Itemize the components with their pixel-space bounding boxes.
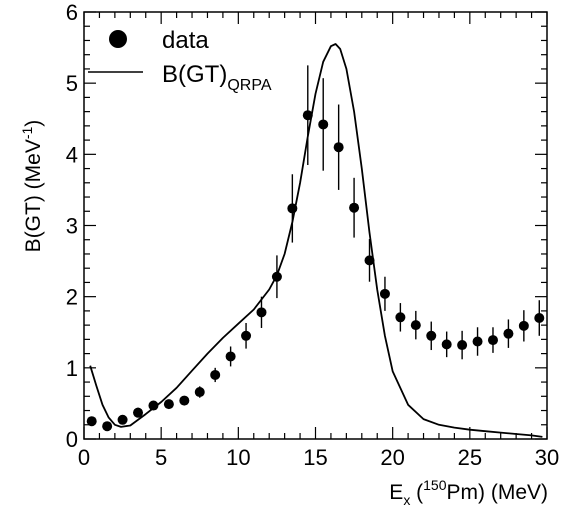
x-axis-title-base: E [389, 481, 403, 504]
data-point [102, 421, 113, 432]
axis-ticks [83, 11, 548, 440]
qrpa-curve-line [89, 43, 543, 438]
data-point [426, 330, 437, 341]
x-tick-label: 10 [226, 445, 250, 470]
data-point [472, 336, 483, 347]
y-tick-label: 4 [66, 142, 78, 167]
data-point [256, 307, 267, 318]
legend-qrpa-label-main: B(GT) [162, 61, 227, 88]
y-axis-title-sup: -1 [19, 126, 35, 139]
y-tick-label: 3 [66, 214, 78, 239]
data-point [241, 330, 252, 341]
data-point [333, 142, 344, 153]
data-point [148, 400, 159, 411]
x-axis-title-base-sub: x [403, 492, 410, 508]
legend-qrpa-label-sub: QRPA [227, 77, 271, 94]
data-point [487, 335, 498, 346]
y-axis-title-close: ) [22, 120, 45, 127]
qrpa-curve-group [89, 43, 543, 438]
x-tick-label: 25 [458, 445, 482, 470]
legend-data-marker [109, 30, 127, 48]
y-tick-label: 5 [66, 71, 78, 96]
x-tick-label: 15 [303, 445, 327, 470]
data-point [271, 271, 282, 282]
y-tick-label: 2 [66, 285, 78, 310]
legend: data B(GT)QRPA [88, 27, 272, 94]
data-point [179, 395, 190, 406]
y-tick-label: 6 [66, 0, 78, 25]
plot-frame [83, 11, 548, 440]
data-point [441, 339, 452, 350]
x-axis-title-rest: Pm) (MeV) [447, 481, 549, 504]
tick-labels: 0 5 10 15 20 25 30 0 1 2 3 4 5 6 [66, 0, 559, 470]
data-point [379, 288, 390, 299]
x-tick-label: 30 [535, 445, 559, 470]
x-tick-label: 5 [155, 445, 167, 470]
y-axis-title: B(GT) (MeV-1) [19, 120, 45, 253]
data-point [133, 407, 144, 418]
legend-qrpa-label: B(GT)QRPA [162, 61, 272, 94]
data-point [302, 110, 313, 121]
data-point [410, 320, 421, 331]
data-point [210, 369, 221, 380]
data-point [86, 416, 97, 427]
data-point [534, 313, 545, 324]
x-axis-title-sup: 150 [423, 477, 447, 493]
data-point [287, 203, 298, 214]
legend-data-label: data [162, 27, 209, 54]
data-point [518, 320, 529, 331]
data-point [503, 328, 514, 339]
data-point [163, 399, 174, 410]
x-axis-title-open: ( [410, 481, 423, 504]
data-point [395, 312, 406, 323]
data-points-group [86, 65, 545, 432]
data-point [225, 351, 236, 362]
x-tick-label: 20 [380, 445, 404, 470]
data-point [349, 202, 360, 213]
y-axis-title-main: B(GT) (MeV [22, 139, 45, 252]
data-point [194, 387, 205, 398]
y-tick-label: 0 [66, 427, 78, 452]
y-tick-label: 1 [66, 356, 78, 381]
x-axis-title: Ex (150Pm) (MeV) [389, 477, 548, 508]
x-tick-label: 0 [78, 445, 90, 470]
data-point [318, 119, 329, 130]
data-point [457, 340, 468, 351]
data-point [117, 414, 128, 425]
data-point [364, 255, 375, 266]
